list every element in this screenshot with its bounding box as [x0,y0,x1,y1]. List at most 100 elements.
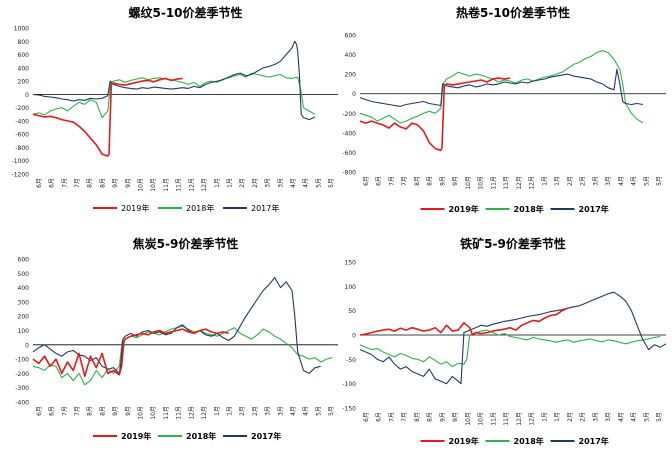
x-tick-label: 3月 [277,406,284,416]
x-tick-label: 8月 [427,176,434,186]
y-tick-label: 1000 [14,26,29,33]
y-tick-label: 600 [18,52,30,59]
y-tick-label: 400 [18,285,30,292]
legend-label-2017: 2017年 [251,203,279,213]
y-tick-label: -600 [342,150,356,157]
x-tick-label: 8月 [99,178,106,188]
x-tick-label: 1月 [214,406,221,416]
x-tick-label: 9月 [452,176,459,186]
y-tick-label: 600 [345,33,357,40]
x-tick-label: 6月 [376,412,383,422]
x-tick-label: 6月 [363,412,370,422]
y-tick-label: -800 [342,170,356,177]
x-tick-label: 7月 [61,406,68,416]
legend-label-2017: 2017年 [579,436,609,446]
x-tick-label: 3月 [277,178,284,188]
x-tick-label: 3月 [605,412,612,422]
y-tick-label: -400 [15,118,29,125]
x-tick-label: 11月 [176,406,183,420]
x-tick-label: 9月 [112,178,119,188]
x-tick-label: 9月 [125,178,132,188]
x-tick-label: 3月 [592,412,599,422]
chart-title: 热卷5-10价差季节性 [456,5,570,20]
x-tick-label: 4月 [303,406,310,416]
x-tick-label: 5月 [315,406,322,416]
x-tick-label: 2月 [580,412,587,422]
x-tick-label: 5月 [315,178,322,188]
x-tick-label: 10月 [138,178,145,192]
x-tick-label: 10月 [138,406,145,420]
x-tick-label: 11月 [490,412,497,426]
x-tick-label: 10月 [478,176,485,190]
x-tick-label: 8月 [414,412,421,422]
x-tick-label: 7月 [388,176,395,186]
x-tick-label: 1月 [541,176,548,186]
x-tick-label: 2月 [252,178,259,188]
y-tick-label: -200 [15,371,29,378]
series-line-2019 [359,77,511,152]
legend-label-2017: 2017年 [579,204,609,214]
legend-label-2019: 2019年 [121,431,151,441]
legend-label-2018: 2018年 [514,204,544,214]
x-tick-label: 12月 [201,178,208,192]
y-tick-label: 150 [345,260,357,267]
chart-title: 焦炭5-9价差季节性 [132,236,239,251]
x-tick-label: 6月 [49,178,56,188]
y-tick-label: -400 [342,130,356,137]
x-tick-label: 6月 [363,176,370,186]
y-tick-label: 100 [345,284,357,291]
x-tick-label: 1月 [226,178,233,188]
x-tick-label: 4月 [631,176,638,186]
x-tick-label: 5月 [656,176,663,186]
y-tick-label: 200 [18,79,30,86]
x-tick-label: 12月 [529,412,536,426]
y-tick-label: 0 [25,92,29,99]
x-tick-label: 6月 [36,406,43,416]
y-tick-label: 0 [352,333,356,340]
y-tick-label: 200 [18,314,30,321]
x-tick-label: 8月 [427,412,434,422]
x-tick-label: 11月 [490,176,497,190]
y-tick-label: -100 [15,357,29,364]
x-tick-label: 5月 [328,406,335,416]
x-tick-label: 8月 [414,176,421,186]
x-tick-label: 8月 [99,406,106,416]
legend-label-2018: 2018年 [514,436,544,446]
series-line-2019 [359,307,569,336]
x-tick-label: 5月 [643,412,650,422]
x-tick-label: 4月 [618,412,625,422]
chart-panel-3: 焦炭5-9价差季节性 -400 -300 -200 -100 0 100 200 300 400 5… [15,236,338,441]
x-tick-label: 1月 [554,176,561,186]
x-tick-label: 12月 [529,176,536,190]
x-tick-label: 10月 [150,178,157,192]
y-tick-label: 200 [345,72,357,79]
x-tick-label: 11月 [176,178,183,192]
x-tick-label: 6月 [49,406,56,416]
x-tick-label: 9月 [125,406,132,416]
x-tick-label: 3月 [265,178,272,188]
y-tick-label: -300 [15,385,29,392]
chart-panel-2: 热卷5-10价差季节性 -800 -600 -400 -200 0 200 400 600 6月 6… [342,5,666,214]
y-tick-label: 400 [18,65,30,72]
y-tick-label: -200 [342,111,356,118]
y-tick-label: 300 [18,299,30,306]
x-tick-label: 3月 [592,176,599,186]
x-tick-label: 4月 [631,412,638,422]
x-tick-label: 10月 [150,406,157,420]
y-tick-label: -50 [346,357,356,364]
x-tick-label: 3月 [265,406,272,416]
y-tick-label: 600 [18,257,30,264]
series-line-2017 [32,277,321,374]
x-tick-label: 12月 [516,176,523,190]
legend-label-2017: 2017年 [251,431,281,441]
x-tick-label: 5月 [656,412,663,422]
x-tick-label: 10月 [465,176,472,190]
x-tick-label: 2月 [252,406,259,416]
x-tick-label: 5月 [328,178,335,188]
x-tick-label: 1月 [226,406,233,416]
x-tick-label: 7月 [74,406,81,416]
chart-title: 铁矿5-9价差季节性 [460,236,566,251]
x-tick-label: 2月 [567,412,574,422]
x-tick-label: 9月 [439,176,446,186]
